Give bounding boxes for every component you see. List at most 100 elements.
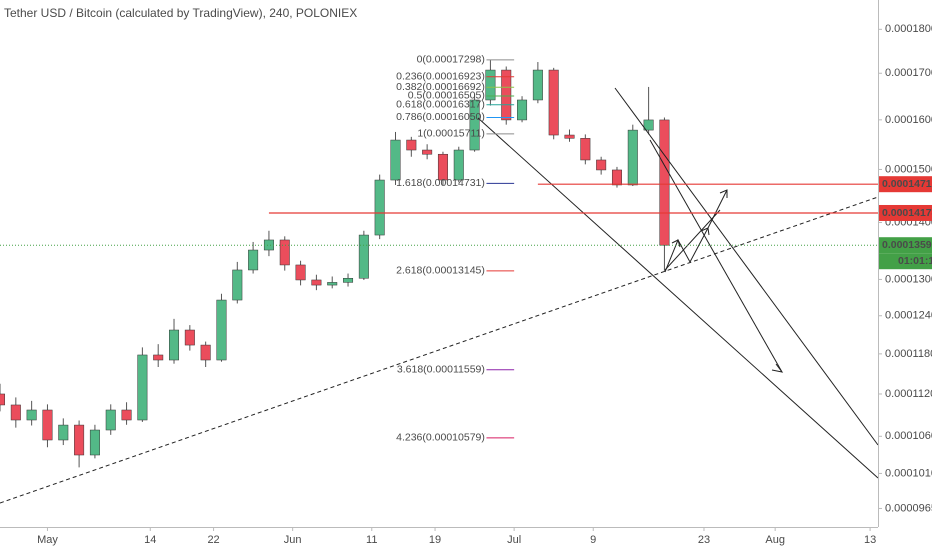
y-axis-panel bbox=[878, 0, 932, 550]
candle-body bbox=[327, 282, 338, 286]
fib-label: 0.618(0.00016317) bbox=[396, 99, 485, 111]
trend-line bbox=[614, 87, 879, 446]
fib-label: 1.618(0.00014731) bbox=[396, 177, 485, 189]
price-label-bg bbox=[879, 176, 932, 193]
arrow-head bbox=[700, 227, 710, 236]
y-tick-label: 0.00016000 bbox=[885, 114, 932, 126]
candle-body bbox=[200, 344, 211, 361]
candle-body bbox=[627, 129, 638, 186]
candle-body bbox=[248, 249, 259, 271]
x-tick-label: Jul bbox=[507, 534, 521, 546]
candle-body bbox=[517, 99, 528, 121]
trend-line bbox=[0, 196, 879, 504]
price-label: 0.00014174 bbox=[882, 207, 932, 219]
candle-body bbox=[548, 69, 559, 136]
candle-body bbox=[42, 409, 53, 441]
drawings bbox=[0, 87, 879, 504]
candle-body bbox=[453, 149, 464, 181]
x-tick-label: Aug bbox=[765, 534, 785, 546]
candle-body bbox=[406, 139, 417, 151]
y-tick-label: 0.00018000 bbox=[885, 23, 932, 35]
projection-line bbox=[664, 209, 721, 271]
chart-title: Tether USD / Bitcoin (calculated by Trad… bbox=[4, 6, 357, 20]
price-label: 0.00014715 bbox=[882, 178, 932, 190]
candle-body bbox=[564, 134, 575, 139]
fib-label: 0.786(0.00016050) bbox=[396, 111, 485, 123]
candle-body bbox=[643, 119, 654, 131]
fib-label: 2.618(0.00013145) bbox=[396, 265, 485, 277]
candle-body bbox=[279, 239, 290, 266]
candle-body bbox=[58, 424, 69, 441]
candle-body bbox=[153, 354, 164, 361]
y-tick-label: 0.00012400 bbox=[885, 310, 932, 322]
x-tick-label: 14 bbox=[144, 534, 156, 546]
y-tick-label: 0.00010100 bbox=[885, 467, 932, 479]
y-tick-label: 0.00010600 bbox=[885, 430, 932, 442]
fib-label: 3.618(0.00011559) bbox=[397, 364, 485, 376]
price-label-bg bbox=[879, 204, 932, 221]
candle-body bbox=[105, 409, 116, 431]
y-tick-label: 0.00015000 bbox=[885, 163, 932, 175]
candle-body bbox=[89, 429, 100, 456]
candle-body bbox=[121, 409, 132, 421]
price-label: 0.00013592 bbox=[882, 239, 932, 251]
x-tick-label: 23 bbox=[698, 534, 710, 546]
arrow-head bbox=[719, 189, 728, 198]
candle-body bbox=[532, 69, 543, 101]
arrow-path bbox=[649, 139, 783, 373]
x-tick-label: Jun bbox=[284, 534, 302, 546]
x-axis-panel bbox=[0, 527, 932, 550]
candle-body bbox=[169, 329, 180, 361]
arrow-head bbox=[771, 363, 784, 373]
candle-body bbox=[580, 138, 591, 161]
fib-label: 4.236(0.00010579) bbox=[396, 432, 485, 444]
fib-label: 0(0.00017298) bbox=[417, 54, 485, 66]
candle-body bbox=[485, 69, 496, 101]
axes: 0.00018000 0.00017000 0.00016000 0.00015000… bbox=[37, 23, 932, 546]
y-tick-label: 0.00009650 bbox=[885, 502, 932, 514]
candle-body bbox=[469, 99, 480, 151]
plot-area bbox=[0, 59, 670, 468]
candle-body bbox=[611, 169, 622, 186]
candle-body bbox=[659, 119, 670, 246]
x-tick-label: 13 bbox=[864, 534, 876, 546]
y-tick-label: 0.00011200 bbox=[885, 388, 932, 400]
countdown: 01:01:12 bbox=[898, 255, 932, 267]
y-tick-label: 0.00013000 bbox=[885, 273, 932, 285]
x-tick-label: May bbox=[37, 534, 58, 546]
overlay: 0(0.00017298) 0.236(0.00016923)0.382(0.00… bbox=[0, 54, 878, 444]
candle-body bbox=[295, 264, 306, 281]
fib-label: 0.5(0.00016505) bbox=[408, 90, 485, 102]
price-label-bg bbox=[879, 237, 932, 254]
candle-body bbox=[74, 424, 85, 456]
arrow-head bbox=[671, 239, 681, 248]
countdown-bg bbox=[879, 253, 932, 270]
candle-body bbox=[0, 393, 5, 406]
x-tick-label: 11 bbox=[366, 534, 377, 546]
fib-label: 0.236(0.00016923) bbox=[396, 71, 485, 83]
candle-body bbox=[184, 329, 195, 346]
candle-body bbox=[232, 269, 243, 301]
x-tick-label: 22 bbox=[207, 534, 219, 546]
x-tick-label: 9 bbox=[590, 534, 596, 546]
candle-body bbox=[311, 279, 322, 286]
candle-body bbox=[358, 234, 369, 279]
trend-line bbox=[477, 117, 879, 479]
arrow-path bbox=[664, 189, 728, 273]
candle-body bbox=[137, 354, 148, 421]
candle-body bbox=[263, 239, 274, 251]
fib-label: 0.382(0.00016692) bbox=[396, 81, 485, 93]
y-tick-label: 0.00017000 bbox=[885, 67, 932, 79]
fib-label: 1(0.00015711) bbox=[417, 128, 485, 140]
candle-body bbox=[26, 409, 37, 421]
candle-body bbox=[10, 404, 21, 421]
candle-body bbox=[374, 179, 385, 236]
candle-body bbox=[596, 159, 607, 171]
candle-body bbox=[437, 153, 448, 181]
candle-body bbox=[216, 299, 227, 361]
candle-body bbox=[390, 139, 401, 181]
candle-body bbox=[422, 149, 433, 155]
candle-body bbox=[501, 69, 512, 121]
